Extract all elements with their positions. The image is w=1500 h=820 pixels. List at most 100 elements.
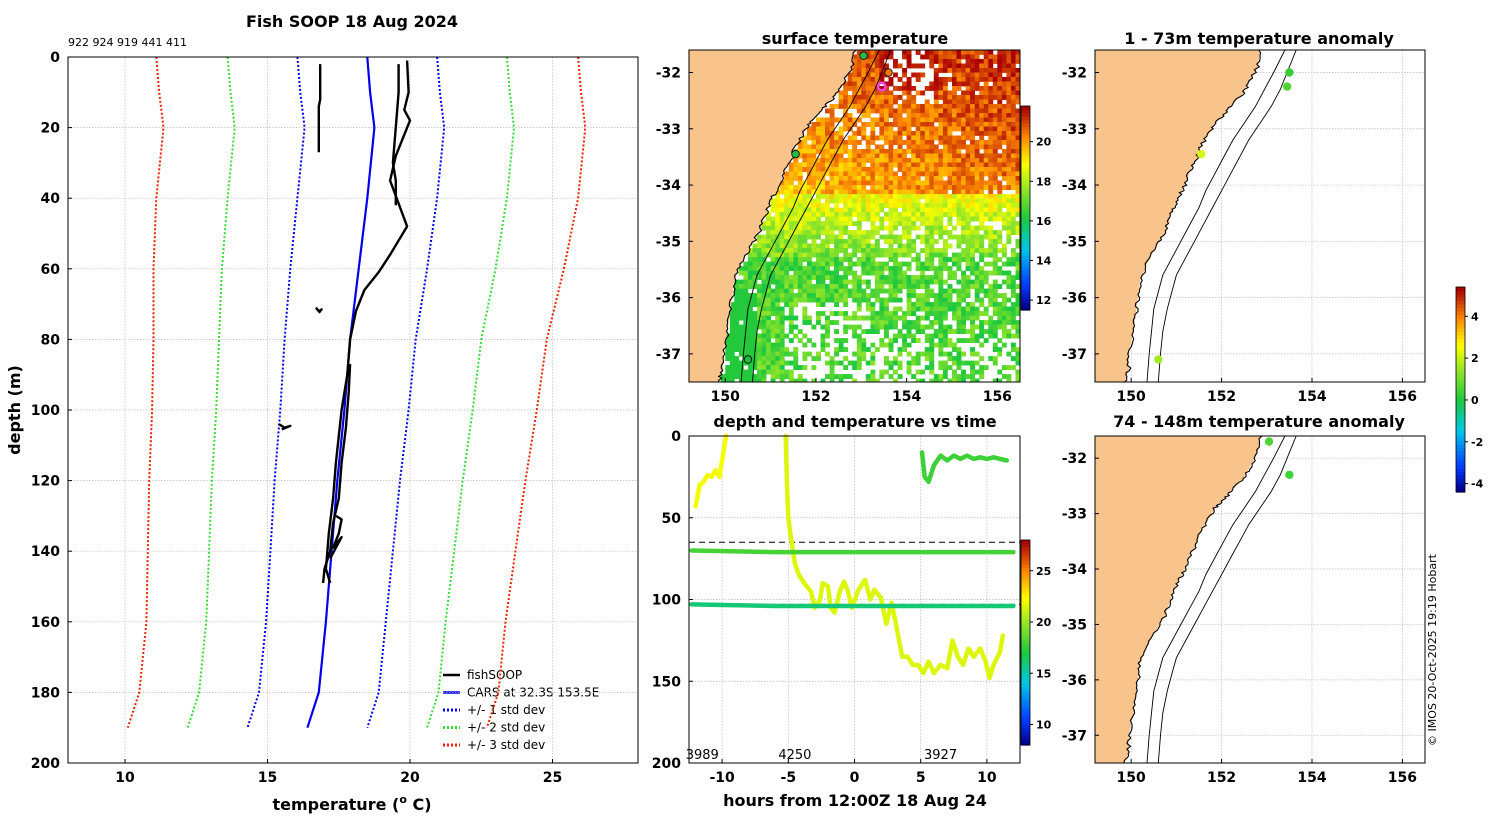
sst-cell [920,153,926,159]
sst-cell [743,306,749,312]
sst-cell [1010,356,1016,361]
sst-cell [811,167,817,172]
sst-cell [897,63,903,69]
sst-cell [1001,104,1007,109]
sst-cell [757,338,762,343]
sst-cell [974,54,980,60]
sst-cell [1006,99,1012,105]
sst-cell [852,68,858,73]
sst-cell [884,288,889,294]
sst-cell [961,167,967,172]
sst-cell [888,248,894,253]
sst-cell [915,117,921,123]
sst-cell [797,374,803,379]
sst-cell [779,212,785,217]
sst-cell [770,360,776,366]
sst-cell [938,293,944,298]
sst-cell [775,293,781,298]
sst-cell [761,365,767,370]
colorbar-segment [1456,310,1465,315]
sst-cell [902,86,908,91]
sst-cell [884,203,889,208]
sst-cell [906,234,912,240]
sst-cell [816,351,821,357]
sst-cell [893,261,898,267]
sst-cell [997,158,1003,163]
sst-cell [979,252,985,258]
anomaly-lower-title: 74 - 148m temperature anomaly [1113,412,1405,431]
sst-cell [933,59,939,64]
sst-cell [924,293,930,298]
colorbar-segment [1021,676,1030,681]
sst-cell [961,113,967,118]
sst-cell [861,189,867,195]
sst-cell [811,230,817,235]
colorbar-segment [1456,468,1465,473]
sst-cell [838,243,844,249]
depth-time-panel: depth and temperature vs time hours from… [652,412,1052,810]
sst-cell [970,207,976,213]
sst-cell [865,180,871,186]
sst-cell [1015,149,1020,154]
sst-cell [865,72,871,78]
colorbar-segment [1021,574,1030,579]
sst-cell [961,171,967,177]
sst-cell [970,266,976,271]
sst-cell [838,212,844,217]
sst-cell [992,257,998,262]
sst-cell [974,176,980,181]
sst-cell [806,212,812,217]
sst-cell [997,140,1003,145]
sst-station-marker [859,51,868,60]
sst-cell [834,347,840,352]
x-tick-label: 154 [1297,770,1326,786]
colorbar-segment [1021,686,1030,691]
sst-cell [938,252,944,258]
sst-cell [983,329,989,334]
sst-cell [770,324,776,330]
sst-cell [874,266,880,271]
sst-cell [1001,167,1007,172]
sst-cell [956,185,962,190]
sst-cell [924,203,930,208]
colorbar-segment [1021,690,1030,695]
sst-cell [992,135,998,141]
sst-cell [893,293,898,298]
sst-cell [806,257,812,262]
sst-cell [974,288,980,294]
sst-cell [829,230,835,235]
sst-cell [911,185,917,190]
colorbar-segment [1021,129,1030,134]
sst-cell [933,81,939,87]
sst-cell [834,144,840,150]
sst-cell [974,81,980,87]
sst-cell [1006,221,1012,226]
sst-cell [1015,126,1020,132]
sst-cell [802,365,808,370]
sst-cell [784,333,790,339]
sst-cell [820,270,826,276]
sst-cell [770,257,776,262]
sst-cell [816,180,821,186]
sst-cell [997,207,1003,213]
sst-cell [983,198,989,204]
sst-cell [852,131,858,136]
sst-cell [906,311,912,316]
sst-cell [802,279,808,285]
sst-cell [1020,73,1025,78]
sst-cell [752,356,758,361]
sst-cell [1006,212,1012,217]
sst-cell [816,279,821,285]
sst-cell [757,306,762,312]
sst-cell [947,104,953,109]
sst-cell [843,113,849,118]
sst-cell [974,297,980,303]
sst-cell [947,356,953,361]
sst-cell [884,216,889,222]
sst-cell [902,140,908,145]
sst-cell [843,212,849,217]
sst-cell [738,360,744,366]
sst-cell [757,342,762,348]
sst-cell [915,131,921,136]
sst-cell [942,104,948,109]
